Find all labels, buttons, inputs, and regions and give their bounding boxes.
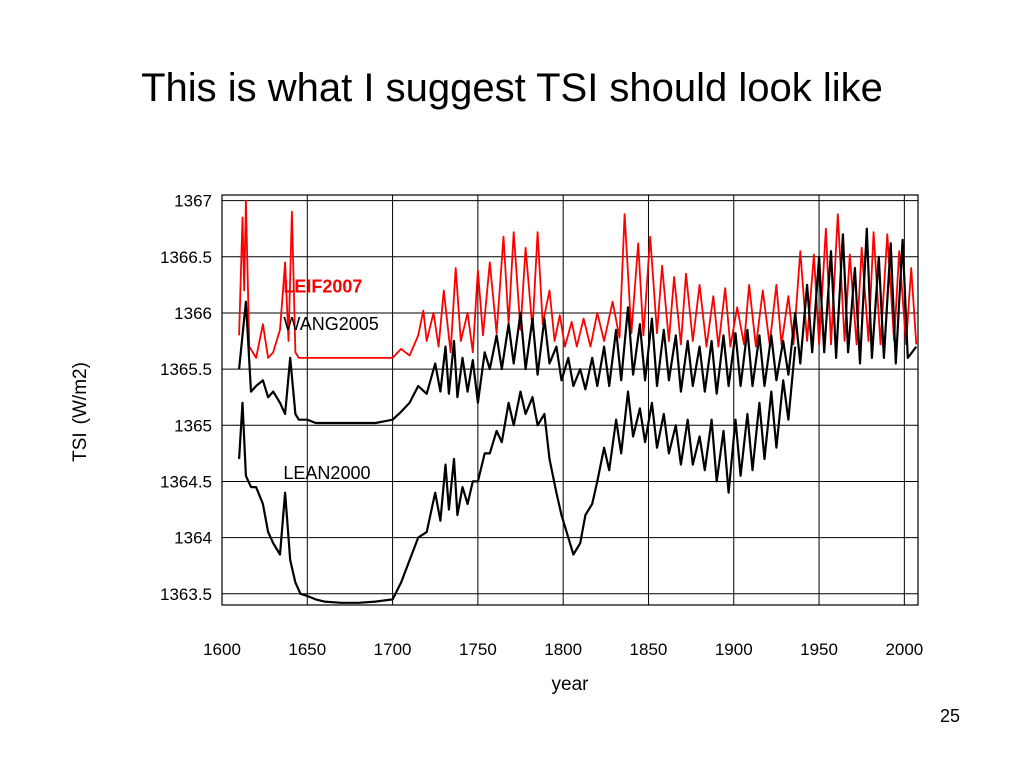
- series-annotation-leif2007: LEIF2007: [283, 277, 362, 297]
- y-axis-title: TSI (W/m2): [70, 362, 91, 462]
- x-tick-label: 2000: [885, 640, 923, 659]
- series-layer: [238, 199, 918, 604]
- y-tick-label: 1367: [174, 192, 212, 211]
- series-annotation-wang2005: WANG2005: [283, 314, 378, 334]
- x-tick-label: 1800: [544, 640, 582, 659]
- y-tick-label: 1366: [174, 304, 212, 323]
- y-tick-label: 1364: [174, 529, 212, 548]
- x-tick-label: 1850: [630, 640, 668, 659]
- y-tick-labels: 1363.5 1364 1364.5 1365 1365.5 1366 1366.5 1367: [160, 192, 212, 604]
- series-annotations: LEIF2007 WANG2005 LEAN2000: [283, 277, 378, 483]
- x-tick-label: 1950: [800, 640, 838, 659]
- x-tick-labels: 1600 1650 1700 1750 1800 1850 1900 1950 2000: [203, 640, 923, 659]
- slide-title: This is what I suggest TSI should look l…: [141, 66, 883, 110]
- series-line-lean2000: [238, 346, 797, 604]
- x-tick-label: 1900: [715, 640, 753, 659]
- y-tick-label: 1364.5: [160, 472, 212, 491]
- y-axis-title-main: TSI: [70, 432, 91, 462]
- series-line-wang2005: [238, 227, 918, 425]
- slide-number: 25: [939, 706, 961, 726]
- y-tick-label: 1366.5: [160, 248, 212, 267]
- series-annotation-lean2000: LEAN2000: [283, 463, 370, 483]
- x-tick-label: 1750: [459, 640, 497, 659]
- x-axis-title: year: [552, 674, 590, 695]
- x-tick-label: 1600: [203, 640, 241, 659]
- y-axis-title-unit: (W/m2): [70, 362, 91, 424]
- x-tick-label: 1650: [288, 640, 326, 659]
- y-tick-label: 1363.5: [160, 585, 212, 604]
- y-tick-label: 1365: [174, 416, 212, 435]
- x-tick-label: 1700: [374, 640, 412, 659]
- y-tick-label: 1365.5: [160, 360, 212, 379]
